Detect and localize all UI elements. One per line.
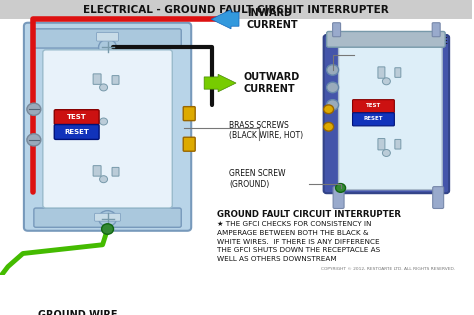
FancyBboxPatch shape bbox=[338, 42, 442, 190]
FancyBboxPatch shape bbox=[34, 208, 181, 227]
Circle shape bbox=[383, 78, 391, 85]
FancyBboxPatch shape bbox=[43, 50, 172, 208]
Text: INWARD
CURRENT: INWARD CURRENT bbox=[247, 9, 299, 30]
Text: BRASS SCREWS
(BLACK WIRE, HOT): BRASS SCREWS (BLACK WIRE, HOT) bbox=[229, 121, 303, 140]
Circle shape bbox=[100, 118, 108, 125]
FancyBboxPatch shape bbox=[333, 23, 341, 37]
Circle shape bbox=[99, 211, 117, 226]
Circle shape bbox=[100, 176, 108, 183]
FancyBboxPatch shape bbox=[327, 32, 445, 47]
Circle shape bbox=[27, 134, 41, 146]
FancyBboxPatch shape bbox=[378, 139, 385, 150]
Circle shape bbox=[327, 100, 338, 110]
FancyArrow shape bbox=[211, 10, 239, 29]
Text: RESET: RESET bbox=[364, 116, 383, 121]
Text: GROUND FAULT CIRCUIT INTERRUPTER: GROUND FAULT CIRCUIT INTERRUPTER bbox=[217, 210, 401, 219]
FancyBboxPatch shape bbox=[333, 186, 344, 209]
FancyBboxPatch shape bbox=[95, 213, 120, 221]
FancyBboxPatch shape bbox=[34, 29, 181, 48]
Text: SILVER SCREWS (WHITE
WIRE, NEUTRAL): SILVER SCREWS (WHITE WIRE, NEUTRAL) bbox=[356, 37, 447, 56]
Text: COPYRIGHT © 2012, RESTOARTE LTD. ALL RIGHTS RESERVED.: COPYRIGHT © 2012, RESTOARTE LTD. ALL RIG… bbox=[321, 267, 456, 271]
FancyBboxPatch shape bbox=[55, 110, 99, 124]
Text: ELECTRICAL - GROUND FAULT CIRCUIT INTERRUPTER: ELECTRICAL - GROUND FAULT CIRCUIT INTERR… bbox=[83, 5, 389, 14]
FancyBboxPatch shape bbox=[432, 23, 440, 37]
Circle shape bbox=[99, 39, 117, 55]
FancyBboxPatch shape bbox=[183, 137, 195, 151]
FancyBboxPatch shape bbox=[112, 167, 119, 176]
Text: GREEN SCREW
(GROUND): GREEN SCREW (GROUND) bbox=[229, 169, 285, 189]
FancyBboxPatch shape bbox=[353, 100, 394, 113]
Circle shape bbox=[383, 150, 391, 157]
Circle shape bbox=[327, 65, 338, 75]
FancyBboxPatch shape bbox=[433, 186, 444, 209]
Circle shape bbox=[324, 123, 334, 131]
FancyBboxPatch shape bbox=[112, 76, 119, 84]
FancyArrow shape bbox=[204, 74, 236, 92]
Circle shape bbox=[336, 184, 346, 192]
Bar bbox=[0, 0, 472, 19]
Circle shape bbox=[27, 103, 41, 115]
FancyBboxPatch shape bbox=[97, 32, 118, 41]
FancyBboxPatch shape bbox=[378, 67, 385, 78]
FancyBboxPatch shape bbox=[93, 74, 101, 84]
FancyBboxPatch shape bbox=[395, 140, 401, 149]
Circle shape bbox=[324, 105, 334, 114]
FancyBboxPatch shape bbox=[93, 166, 101, 176]
Circle shape bbox=[100, 84, 108, 91]
FancyBboxPatch shape bbox=[395, 68, 401, 77]
Text: RESET: RESET bbox=[64, 129, 89, 135]
FancyBboxPatch shape bbox=[353, 113, 394, 126]
FancyBboxPatch shape bbox=[183, 107, 195, 121]
Text: TEST: TEST bbox=[366, 103, 381, 108]
FancyBboxPatch shape bbox=[24, 23, 191, 231]
Circle shape bbox=[101, 224, 114, 234]
Circle shape bbox=[327, 82, 338, 93]
Text: ★ THE GFCI CHECKS FOR CONSISTENCY IN
AMPERAGE BETWEEN BOTH THE BLACK &
WHITE WIR: ★ THE GFCI CHECKS FOR CONSISTENCY IN AMP… bbox=[217, 221, 380, 262]
FancyBboxPatch shape bbox=[55, 124, 99, 140]
Text: OUTWARD
CURRENT: OUTWARD CURRENT bbox=[244, 72, 300, 94]
Text: GROUND WIRE: GROUND WIRE bbox=[38, 310, 118, 315]
FancyBboxPatch shape bbox=[324, 35, 449, 193]
Text: TEST: TEST bbox=[67, 114, 87, 120]
